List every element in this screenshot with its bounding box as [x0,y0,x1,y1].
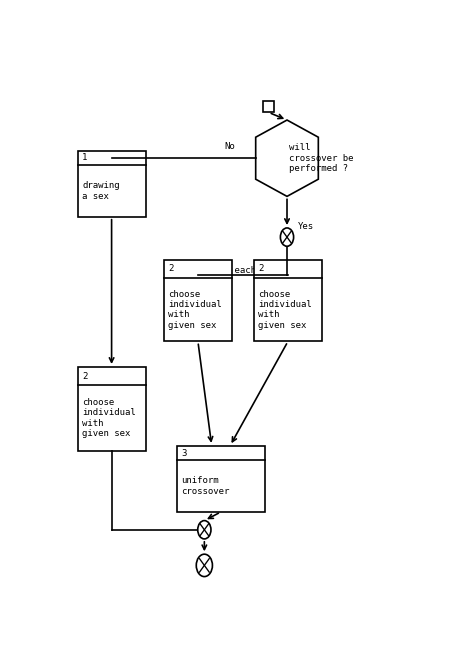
Text: for each sex: for each sex [212,266,277,275]
Polygon shape [255,120,319,196]
Bar [164,260,232,342]
Text: Yes: Yes [298,222,314,231]
Text: 2: 2 [168,264,174,274]
Text: will
crossover be
performed ?: will crossover be performed ? [289,143,353,173]
Text: choose
individual
with
given sex: choose individual with given sex [168,290,222,330]
Text: drawing
a sex: drawing a sex [82,181,119,201]
Text: 3: 3 [181,449,187,457]
Bar [78,151,146,217]
Bar [254,260,322,342]
Text: 2: 2 [82,371,87,381]
Text: 1: 1 [82,153,87,163]
Text: No: No [225,141,236,151]
Text: uniform
crossover: uniform crossover [181,477,229,496]
Text: 2: 2 [258,264,264,274]
Text: choose
individual
with
given sex: choose individual with given sex [258,290,312,330]
Circle shape [196,554,212,576]
Bar [78,367,146,451]
Bar [177,446,265,512]
Text: choose
individual
with
given sex: choose individual with given sex [82,398,136,438]
Circle shape [198,521,211,539]
Bar [263,101,274,112]
Circle shape [281,228,293,247]
